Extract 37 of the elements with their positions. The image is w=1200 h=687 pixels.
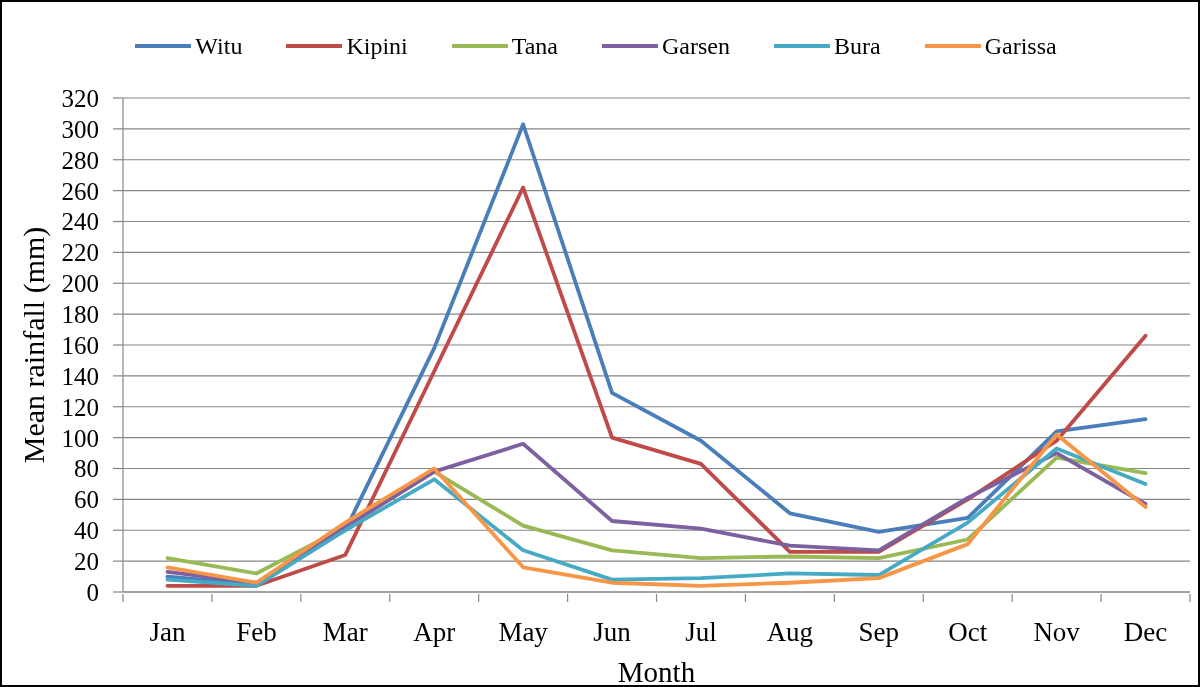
y-tick-label: 60 xyxy=(74,486,99,514)
y-tick-label: 280 xyxy=(61,146,99,174)
x-tick-label: May xyxy=(498,617,549,647)
x-tick-label: Nov xyxy=(1033,617,1081,647)
x-tick-label: Sep xyxy=(858,617,900,647)
x-tick-label: Dec xyxy=(1123,617,1168,647)
x-tick-label: Mar xyxy=(322,617,368,647)
y-tick-label: 140 xyxy=(61,362,99,390)
y-tick-label: 100 xyxy=(61,424,99,452)
legend-label: Kipini xyxy=(346,32,408,60)
y-tick-label: 260 xyxy=(61,177,99,205)
y-tick-label: 300 xyxy=(61,115,99,143)
y-tick-label: 320 xyxy=(61,84,99,112)
legend-label: Tana xyxy=(511,32,559,60)
x-tick-label: Feb xyxy=(236,617,277,647)
y-tick-label: 40 xyxy=(74,517,99,545)
x-tick-label: Oct xyxy=(948,617,988,647)
y-tick-label: 240 xyxy=(61,208,99,236)
legend-label: Garissa xyxy=(984,32,1057,60)
y-tick-label: 0 xyxy=(86,578,99,606)
x-tick-label: Jan xyxy=(149,617,186,647)
y-axis-title: Mean rainfall (mm) xyxy=(16,226,51,464)
legend-label: Witu xyxy=(195,32,243,60)
y-tick-label: 160 xyxy=(61,331,99,359)
x-axis-title: Month xyxy=(617,656,696,687)
y-tick-label: 220 xyxy=(61,239,99,267)
x-tick-label: Jun xyxy=(593,617,632,647)
legend-label: Garsen xyxy=(662,32,730,60)
y-tick-label: 180 xyxy=(61,301,99,328)
y-tick-label: 80 xyxy=(74,455,99,483)
y-tick-label: 20 xyxy=(74,548,99,575)
x-tick-label: Apr xyxy=(413,617,456,647)
x-tick-label: Jul xyxy=(685,617,717,647)
x-tick-label: Aug xyxy=(766,617,814,647)
y-tick-label: 200 xyxy=(61,270,99,298)
y-tick-label: 120 xyxy=(61,393,99,421)
legend-label: Bura xyxy=(834,32,881,60)
